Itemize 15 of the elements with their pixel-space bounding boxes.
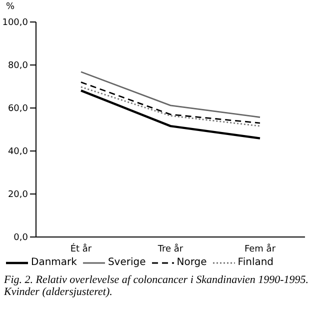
y-tick-label: 0,0 [14,233,28,244]
legend-label: Finland [238,257,274,268]
y-tick-label: 100,0 [2,18,28,28]
x-tick-label: Ét år [70,242,92,254]
y-tick-label: 40,0 [8,147,28,158]
y-tick-label: 60,0 [8,104,28,114]
y-axis-title: % [6,2,16,12]
y-tick-label: 20,0 [8,190,28,200]
caption: Fig. 2. Relativ overlevelse af coloncancer i Skandinavien 1990-1995. Kvinder (aldersjusteret). [4,274,310,298]
legend-label: Sverige [108,257,146,268]
legend-label: Danmark [31,257,77,268]
x-tick-label: Fem år [244,243,276,254]
x-tick-label: Tre år [156,243,184,254]
y-tick-label: 80,0 [8,61,28,72]
legend-label: Norge [176,257,207,268]
